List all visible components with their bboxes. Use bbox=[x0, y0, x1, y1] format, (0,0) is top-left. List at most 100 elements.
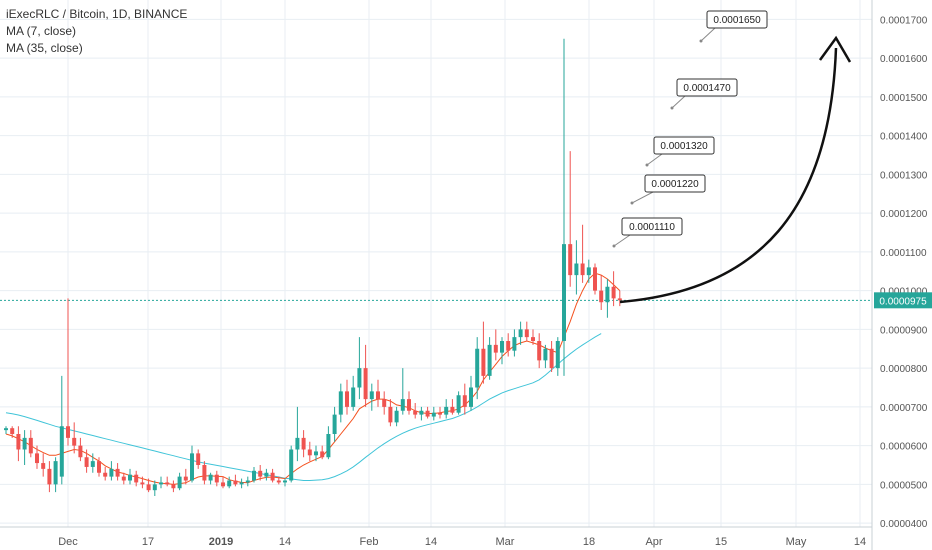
candle-body bbox=[568, 244, 573, 276]
candle-body bbox=[562, 244, 566, 341]
candle-body bbox=[413, 410, 418, 415]
candle-body bbox=[41, 463, 46, 469]
candle-body bbox=[444, 406, 449, 415]
y-tick-label: 0.0000500 bbox=[880, 480, 928, 491]
callout-label: 0.0001110 bbox=[629, 222, 675, 233]
callout-pointer bbox=[613, 234, 631, 247]
candle-body bbox=[543, 348, 548, 361]
candle-body bbox=[109, 468, 114, 477]
candle-body bbox=[4, 428, 8, 431]
x-tick-label: Feb bbox=[360, 536, 379, 548]
candle-body bbox=[16, 434, 21, 450]
candle-body bbox=[580, 263, 585, 276]
callout-box bbox=[676, 78, 738, 97]
legend-ma35: MA (35, close) bbox=[6, 41, 83, 55]
callout-anchor bbox=[612, 244, 616, 248]
candle-body bbox=[438, 412, 442, 415]
candle-body bbox=[537, 341, 542, 361]
x-tick-label: Mar bbox=[496, 536, 515, 548]
candle-body bbox=[28, 437, 33, 454]
candle-body bbox=[369, 391, 374, 400]
candle-body bbox=[59, 426, 64, 477]
candle-body bbox=[593, 267, 597, 291]
callout-label: 0.0001320 bbox=[660, 141, 708, 152]
candle-body bbox=[221, 482, 225, 487]
candle-body bbox=[283, 480, 287, 483]
candle-body bbox=[338, 391, 343, 415]
candle-body bbox=[22, 437, 27, 450]
candle-body bbox=[152, 484, 157, 491]
candle-body bbox=[301, 437, 306, 450]
x-tick-label: 14 bbox=[279, 536, 291, 548]
forecast-arrow-head bbox=[818, 35, 852, 63]
candle-body bbox=[227, 480, 232, 487]
x-tick-label: May bbox=[786, 536, 807, 548]
y-tick-label: 0.0001500 bbox=[880, 93, 928, 104]
candle-body bbox=[611, 286, 616, 299]
callout-label: 0.0001650 bbox=[713, 15, 761, 26]
callout-box bbox=[706, 10, 768, 29]
y-tick-label: 0.0001300 bbox=[880, 170, 928, 181]
y-tick-label: 0.0000900 bbox=[880, 325, 928, 336]
candle-body bbox=[66, 426, 70, 438]
legend-ma7: MA (7, close) bbox=[6, 24, 77, 38]
callout-pointer bbox=[700, 27, 716, 42]
candle-body bbox=[177, 476, 182, 489]
candle-body bbox=[183, 476, 188, 481]
last-price-label: 0.0000975 bbox=[879, 296, 927, 307]
x-tick-label: 17 bbox=[142, 536, 154, 548]
candle-body bbox=[165, 482, 170, 485]
candle-body bbox=[363, 368, 368, 400]
candle-body bbox=[357, 368, 362, 388]
candle-body bbox=[456, 395, 461, 413]
candle-body bbox=[202, 465, 207, 481]
candle-body bbox=[134, 474, 139, 483]
candle-body bbox=[345, 391, 349, 407]
candle-body bbox=[78, 445, 83, 458]
candle-body bbox=[53, 461, 58, 485]
candle-body bbox=[245, 480, 250, 483]
candle-body bbox=[295, 437, 300, 450]
y-tick-label: 0.0000800 bbox=[880, 364, 928, 375]
callout-label: 0.0001470 bbox=[683, 83, 731, 94]
callout-box bbox=[621, 217, 683, 236]
candle-body bbox=[388, 406, 393, 423]
callout-label: 0.0001220 bbox=[651, 179, 699, 190]
callout-pointer bbox=[646, 153, 663, 166]
candle-body bbox=[407, 399, 411, 411]
candle-body bbox=[171, 484, 176, 489]
x-tick-label: 15 bbox=[715, 536, 727, 548]
candle-body bbox=[376, 391, 380, 400]
callout-anchor bbox=[645, 163, 649, 167]
x-tick-label: 14 bbox=[425, 536, 437, 548]
y-tick-label: 0.0000700 bbox=[880, 403, 928, 414]
candle-body bbox=[400, 399, 405, 411]
candle-body bbox=[493, 344, 498, 353]
y-tick-label: 0.0001600 bbox=[880, 54, 928, 65]
candle-body bbox=[196, 453, 201, 465]
candle-body bbox=[506, 341, 511, 351]
x-tick-label: Apr bbox=[645, 536, 662, 548]
candle-body bbox=[146, 484, 151, 491]
candle-body bbox=[419, 410, 424, 415]
candle-body bbox=[90, 461, 95, 467]
y-tick-label: 0.0001200 bbox=[880, 209, 928, 220]
candle-body bbox=[469, 387, 473, 407]
candle-body bbox=[450, 406, 455, 413]
candle-body bbox=[351, 387, 356, 407]
candle-body bbox=[214, 474, 219, 483]
callout-pointer bbox=[671, 95, 686, 109]
candle-body bbox=[72, 437, 77, 446]
candle-body bbox=[605, 286, 610, 303]
candle-body bbox=[258, 470, 263, 477]
x-tick-label: Dec bbox=[58, 536, 78, 548]
candle-body bbox=[252, 470, 256, 481]
candle-body bbox=[121, 476, 126, 481]
candle-body bbox=[524, 329, 529, 338]
candle-body bbox=[487, 344, 492, 376]
y-tick-label: 0.0001000 bbox=[880, 287, 928, 298]
x-tick-label: 18 bbox=[583, 536, 595, 548]
candle-body bbox=[462, 395, 467, 407]
candle-body bbox=[307, 449, 312, 456]
